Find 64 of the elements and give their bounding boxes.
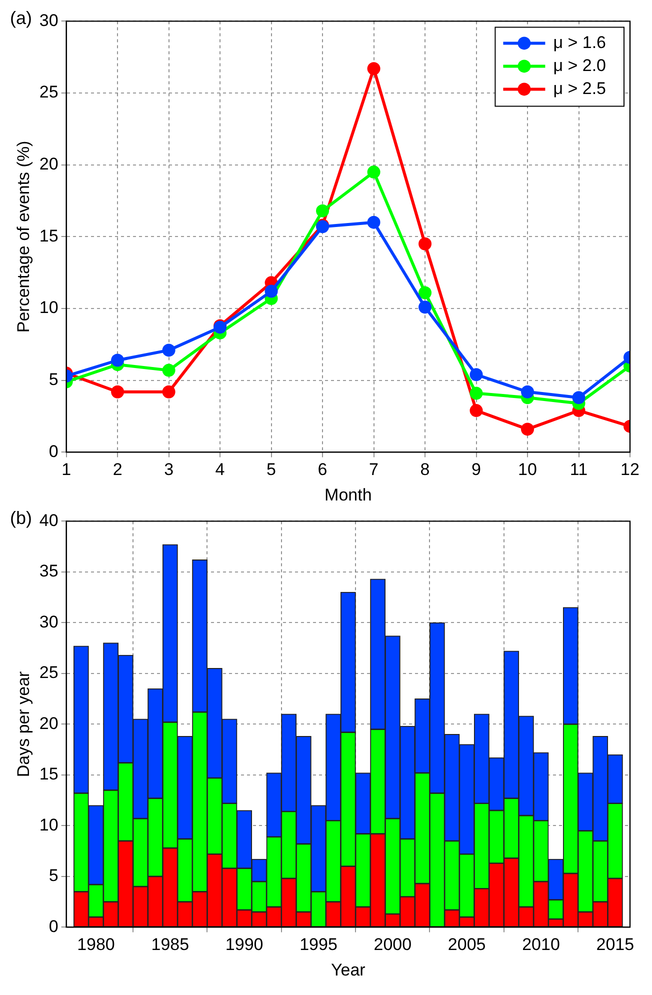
y-tick-label: 20 [39,154,58,174]
x-tick-label: 1990 [225,935,264,954]
x-tick-label: 3 [164,460,174,480]
legend-label: μ > 2.0 [553,56,606,75]
text: (a) [10,8,32,28]
x-tick-label: 1980 [77,935,115,954]
point [470,404,483,418]
x-tick-label: 11 [570,460,588,480]
y-tick-label: 25 [39,663,58,682]
y-tick-label: 10 [39,298,58,318]
x-tick-label: 1 [62,460,72,480]
text: (b) [10,508,32,528]
point [111,354,124,367]
x-tick-label: 6 [318,460,328,480]
point [521,385,534,398]
y-tick-label: 15 [39,764,58,784]
point [162,385,176,398]
y-axis-title: Percentage of events (%) [14,140,33,333]
point [162,344,176,357]
point [316,204,330,218]
x-tick-label: 9 [472,460,481,480]
x-tick-label: 4 [215,460,225,480]
point [521,422,534,436]
x-tick-label: 10 [518,460,537,480]
x-tick-label: 5 [266,460,276,480]
y-tick-label: 20 [39,714,58,733]
x-tick-label: 2005 [448,935,486,954]
x-tick-label: 2000 [374,935,412,954]
y-tick-label: 10 [39,815,58,834]
legend-label: μ > 2.5 [553,78,606,98]
x-tick-label: 1985 [151,935,190,954]
x-tick-label: 8 [420,460,430,480]
y-tick-label: 15 [39,226,58,246]
y-tick-label: 0 [48,916,58,936]
point [470,386,483,400]
x-axis-title: Year [330,960,366,980]
point [367,166,380,179]
x-axis-title: Month [324,485,372,504]
legend-label: μ > 1.6 [553,32,606,52]
x-tick-label: 2015 [596,935,634,954]
point [162,364,176,377]
x-tick-label: 12 [620,460,640,480]
y-tick-label: 30 [39,10,58,30]
y-tick-label: 35 [39,562,58,581]
point [418,237,432,250]
y-tick-label: 40 [39,510,58,530]
point [111,385,124,398]
y-tick-label: 5 [48,866,58,886]
y-axis-title: Days per year [14,670,33,778]
x-tick-label: 1995 [300,935,338,954]
y-tick-label: 5 [48,370,58,390]
y-tick-label: 25 [39,82,58,102]
y-tick-label: 30 [39,612,58,632]
x-tick-label: 7 [369,460,379,480]
x-tick-label: 2010 [522,935,560,954]
point [418,286,432,300]
point [470,368,483,382]
x-tick-label: 2 [112,460,122,480]
point [367,62,380,76]
point [418,300,432,314]
point [264,284,278,298]
y-tick-label: 0 [48,442,58,461]
point [572,391,586,404]
point [367,216,380,229]
